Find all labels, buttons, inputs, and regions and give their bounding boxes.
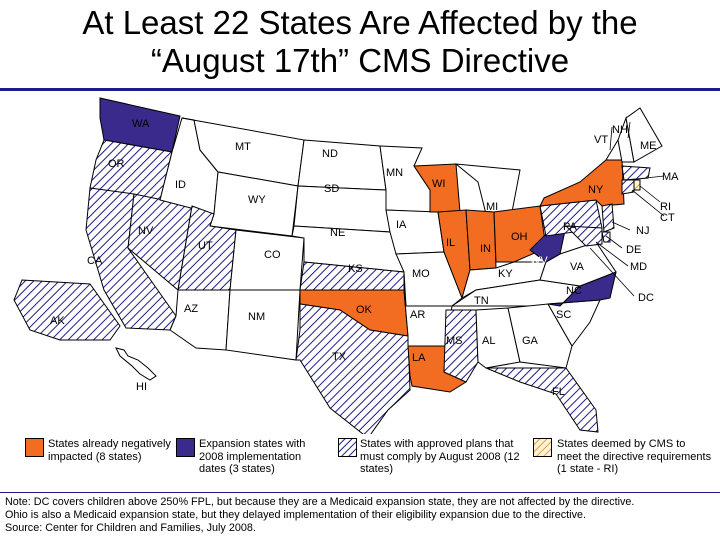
label-fl: FL [552, 386, 565, 398]
label-oh: OH [511, 231, 528, 243]
state-ak [13, 279, 121, 341]
label-wy: WY [248, 194, 266, 206]
title-line-1: At Least 22 States Are Affected by the [82, 4, 638, 41]
label-sc: SC [556, 309, 571, 321]
label-pa: PA [563, 221, 578, 233]
label-id: ID [175, 179, 186, 191]
label-wi: WI [432, 178, 445, 190]
state-nm [225, 289, 301, 361]
legend-text-approved: States with approved plans that must com… [360, 438, 530, 476]
note-line-2: Ohio is also a Medicaid expansion state,… [5, 509, 586, 522]
state-al [475, 307, 521, 369]
label-va: VA [570, 261, 585, 273]
label-ut: UT [198, 240, 213, 252]
label-mi: MI [486, 201, 498, 213]
title-line-2: “August 17th” CMS Directive [150, 42, 570, 79]
label-il: IL [446, 237, 455, 249]
state-tx [295, 303, 411, 434]
label-mo: MO [412, 268, 430, 280]
legend-expansion-label: Expansion states with 2008 implementatio… [199, 438, 306, 475]
legend-approved-label: States with approved plans that must com… [360, 438, 520, 475]
label-wv: WV [530, 255, 548, 267]
label-dc: DC [638, 292, 654, 304]
label-ga: GA [522, 335, 539, 347]
note-line-1: Note: DC covers children above 250% FPL,… [5, 496, 635, 508]
label-al: AL [482, 335, 495, 347]
label-ri: RI [660, 201, 671, 213]
page-title: At Least 22 States Are Affected by the “… [0, 4, 720, 80]
legend-swatch-already [25, 438, 44, 457]
label-ny: NY [588, 184, 604, 196]
label-vt: VT [594, 134, 608, 146]
state-ma [621, 165, 651, 181]
state-az [169, 289, 231, 351]
state-ct [621, 179, 635, 195]
label-wa: WA [132, 118, 150, 130]
legend-deemed-label: States deemed by CMS to meet the directi… [557, 438, 712, 475]
label-nd: ND [322, 148, 338, 160]
label-ca: CA [87, 255, 103, 267]
title-divider [0, 88, 720, 91]
state-hi [115, 347, 157, 381]
legend-swatch-expansion [176, 438, 195, 457]
state-ri [633, 179, 641, 191]
state-in [465, 209, 497, 271]
label-ma: MA [662, 171, 679, 183]
legend-text-deemed: States deemed by CMS to meet the directi… [557, 438, 712, 476]
label-mt: MT [235, 141, 251, 153]
label-ok: OK [356, 304, 373, 316]
state-ny [539, 159, 625, 207]
label-nh: NH [612, 124, 628, 136]
label-de: DE [626, 244, 641, 256]
label-me: ME [640, 140, 657, 152]
legend-text-expansion: Expansion states with 2008 implementatio… [199, 438, 331, 476]
state-nj [601, 203, 615, 233]
label-ct: CT [660, 212, 675, 224]
legend-text-already: States already negatively impacted (8 st… [48, 438, 173, 463]
label-nm: NM [248, 311, 265, 323]
label-ak: AK [50, 315, 65, 327]
label-nv: NV [138, 225, 154, 237]
label-ne: NE [330, 227, 345, 239]
state-me [625, 107, 663, 163]
note-line-3: Source: Center for Children and Families… [5, 522, 256, 535]
label-tx: TX [332, 351, 347, 363]
label-co: CO [264, 249, 281, 261]
state-ms [443, 309, 479, 383]
label-ks: KS [348, 263, 363, 275]
state-wv [529, 225, 567, 263]
state-nd [297, 139, 387, 191]
label-ms: MS [446, 335, 463, 347]
label-hi: HI [136, 381, 147, 393]
state-fl [485, 367, 599, 433]
state-ia [385, 209, 445, 255]
state-ga [507, 303, 573, 369]
legend-swatch-deemed [533, 438, 552, 457]
legend-already-label: States already negatively impacted (8 st… [48, 438, 171, 463]
label-in: IN [480, 243, 491, 255]
footnote: Note: DC covers children above 250% FPL,… [5, 496, 717, 536]
label-sd: SD [324, 183, 339, 195]
label-mn: MN [386, 167, 403, 179]
us-states-map: WA OR ID MT WY NV CA UT AZ CO NM ND SD N… [13, 97, 679, 434]
label-or: OR [108, 158, 125, 170]
state-sd [293, 185, 391, 233]
label-nj: NJ [636, 225, 649, 237]
label-ar: AR [410, 309, 425, 321]
note-divider [0, 492, 720, 493]
state-md [564, 225, 603, 247]
label-md: MD [630, 261, 647, 273]
label-nc: NC [566, 285, 582, 297]
state-wy [209, 171, 299, 237]
label-la: LA [412, 352, 426, 364]
legend-swatch-approved [338, 438, 357, 457]
state-de [601, 231, 611, 243]
label-tn: TN [474, 295, 489, 307]
label-ia: IA [396, 219, 407, 231]
label-ky: KY [498, 268, 513, 280]
label-az: AZ [184, 303, 198, 315]
